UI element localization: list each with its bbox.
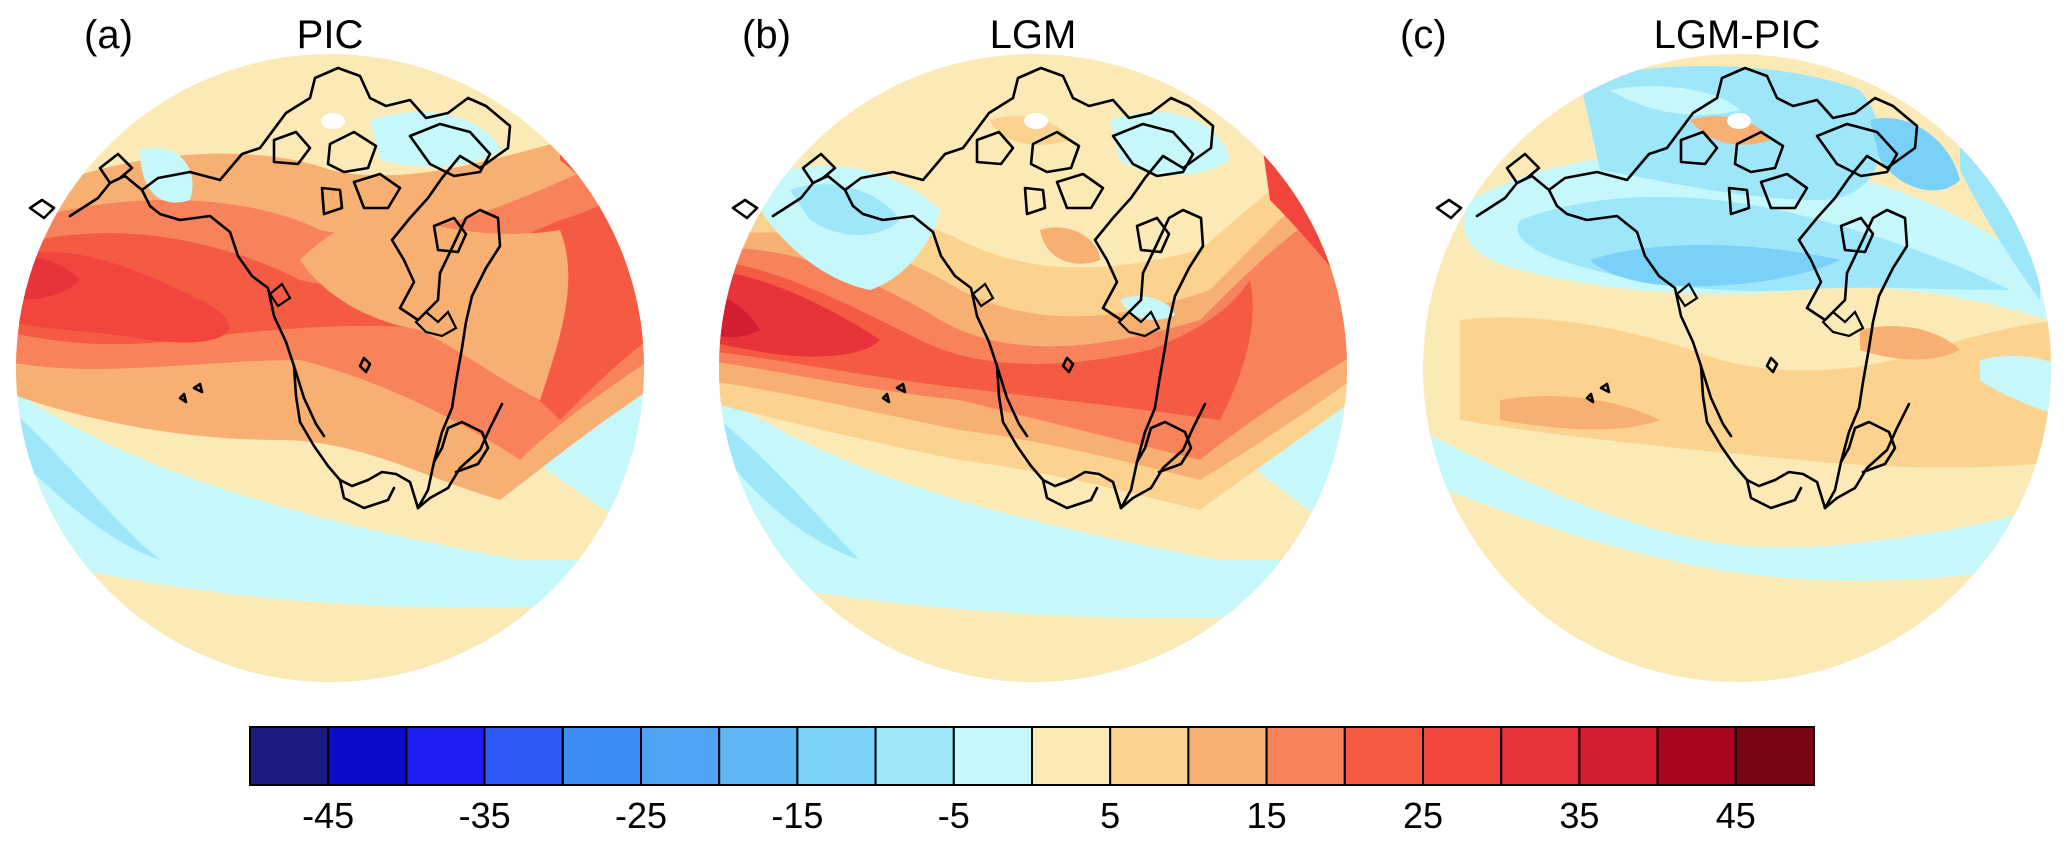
colorbar-cell: [641, 727, 719, 785]
panel-a: (a) PIC: [0, 13, 680, 700]
panel-a-letter: (a): [84, 13, 133, 57]
colorbar: -45 -35 -25 -15 -5 5 15 25 35 45: [250, 727, 1814, 836]
colorbar-tick-label: 5: [1100, 795, 1120, 836]
colorbar-cells: [250, 727, 1814, 785]
colorbar-ticks: -45 -35 -25 -15 -5 5 15 25 35 45: [302, 795, 1756, 836]
colorbar-tick-label: 35: [1559, 795, 1599, 836]
panel-b-globe: [700, 40, 1380, 700]
colorbar-cell: [1501, 727, 1579, 785]
panel-c-title: LGM-PIC: [1654, 13, 1821, 57]
colorbar-cell: [1110, 727, 1188, 785]
panel-c-letter: (c): [1400, 13, 1447, 57]
panel-b-letter: (b): [742, 13, 791, 57]
colorbar-cell: [563, 727, 641, 785]
colorbar-cell: [1736, 727, 1814, 785]
panel-b: (b) LGM: [700, 13, 1380, 700]
colorbar-cell: [954, 727, 1032, 785]
colorbar-tick-label: -25: [615, 795, 667, 836]
colorbar-cell: [1345, 727, 1423, 785]
colorbar-tick-label: -15: [771, 795, 823, 836]
colorbar-cell: [1032, 727, 1110, 785]
panel-c: (c) LGM-PIC: [1400, 13, 2067, 700]
colorbar-tick-label: 45: [1716, 795, 1756, 836]
colorbar-cell: [876, 727, 954, 785]
colorbar-cell: [406, 727, 484, 785]
panel-c-globe: [1400, 40, 2067, 700]
colorbar-tick-label: -35: [459, 795, 511, 836]
colorbar-cell: [250, 727, 328, 785]
colorbar-tick-label: 25: [1403, 795, 1443, 836]
colorbar-tick-label: 15: [1247, 795, 1287, 836]
colorbar-cell: [797, 727, 875, 785]
colorbar-cell: [1423, 727, 1501, 785]
colorbar-tick-label: -45: [302, 795, 354, 836]
colorbar-tick-label: -5: [938, 795, 970, 836]
colorbar-cell: [1579, 727, 1657, 785]
colorbar-cell: [485, 727, 563, 785]
panel-a-title: PIC: [297, 13, 364, 57]
panel-b-title: LGM: [990, 13, 1077, 57]
colorbar-cell: [328, 727, 406, 785]
colorbar-cell: [719, 727, 797, 785]
colorbar-cell: [1188, 727, 1266, 785]
colorbar-cell: [1267, 727, 1345, 785]
colorbar-cell: [1658, 727, 1736, 785]
